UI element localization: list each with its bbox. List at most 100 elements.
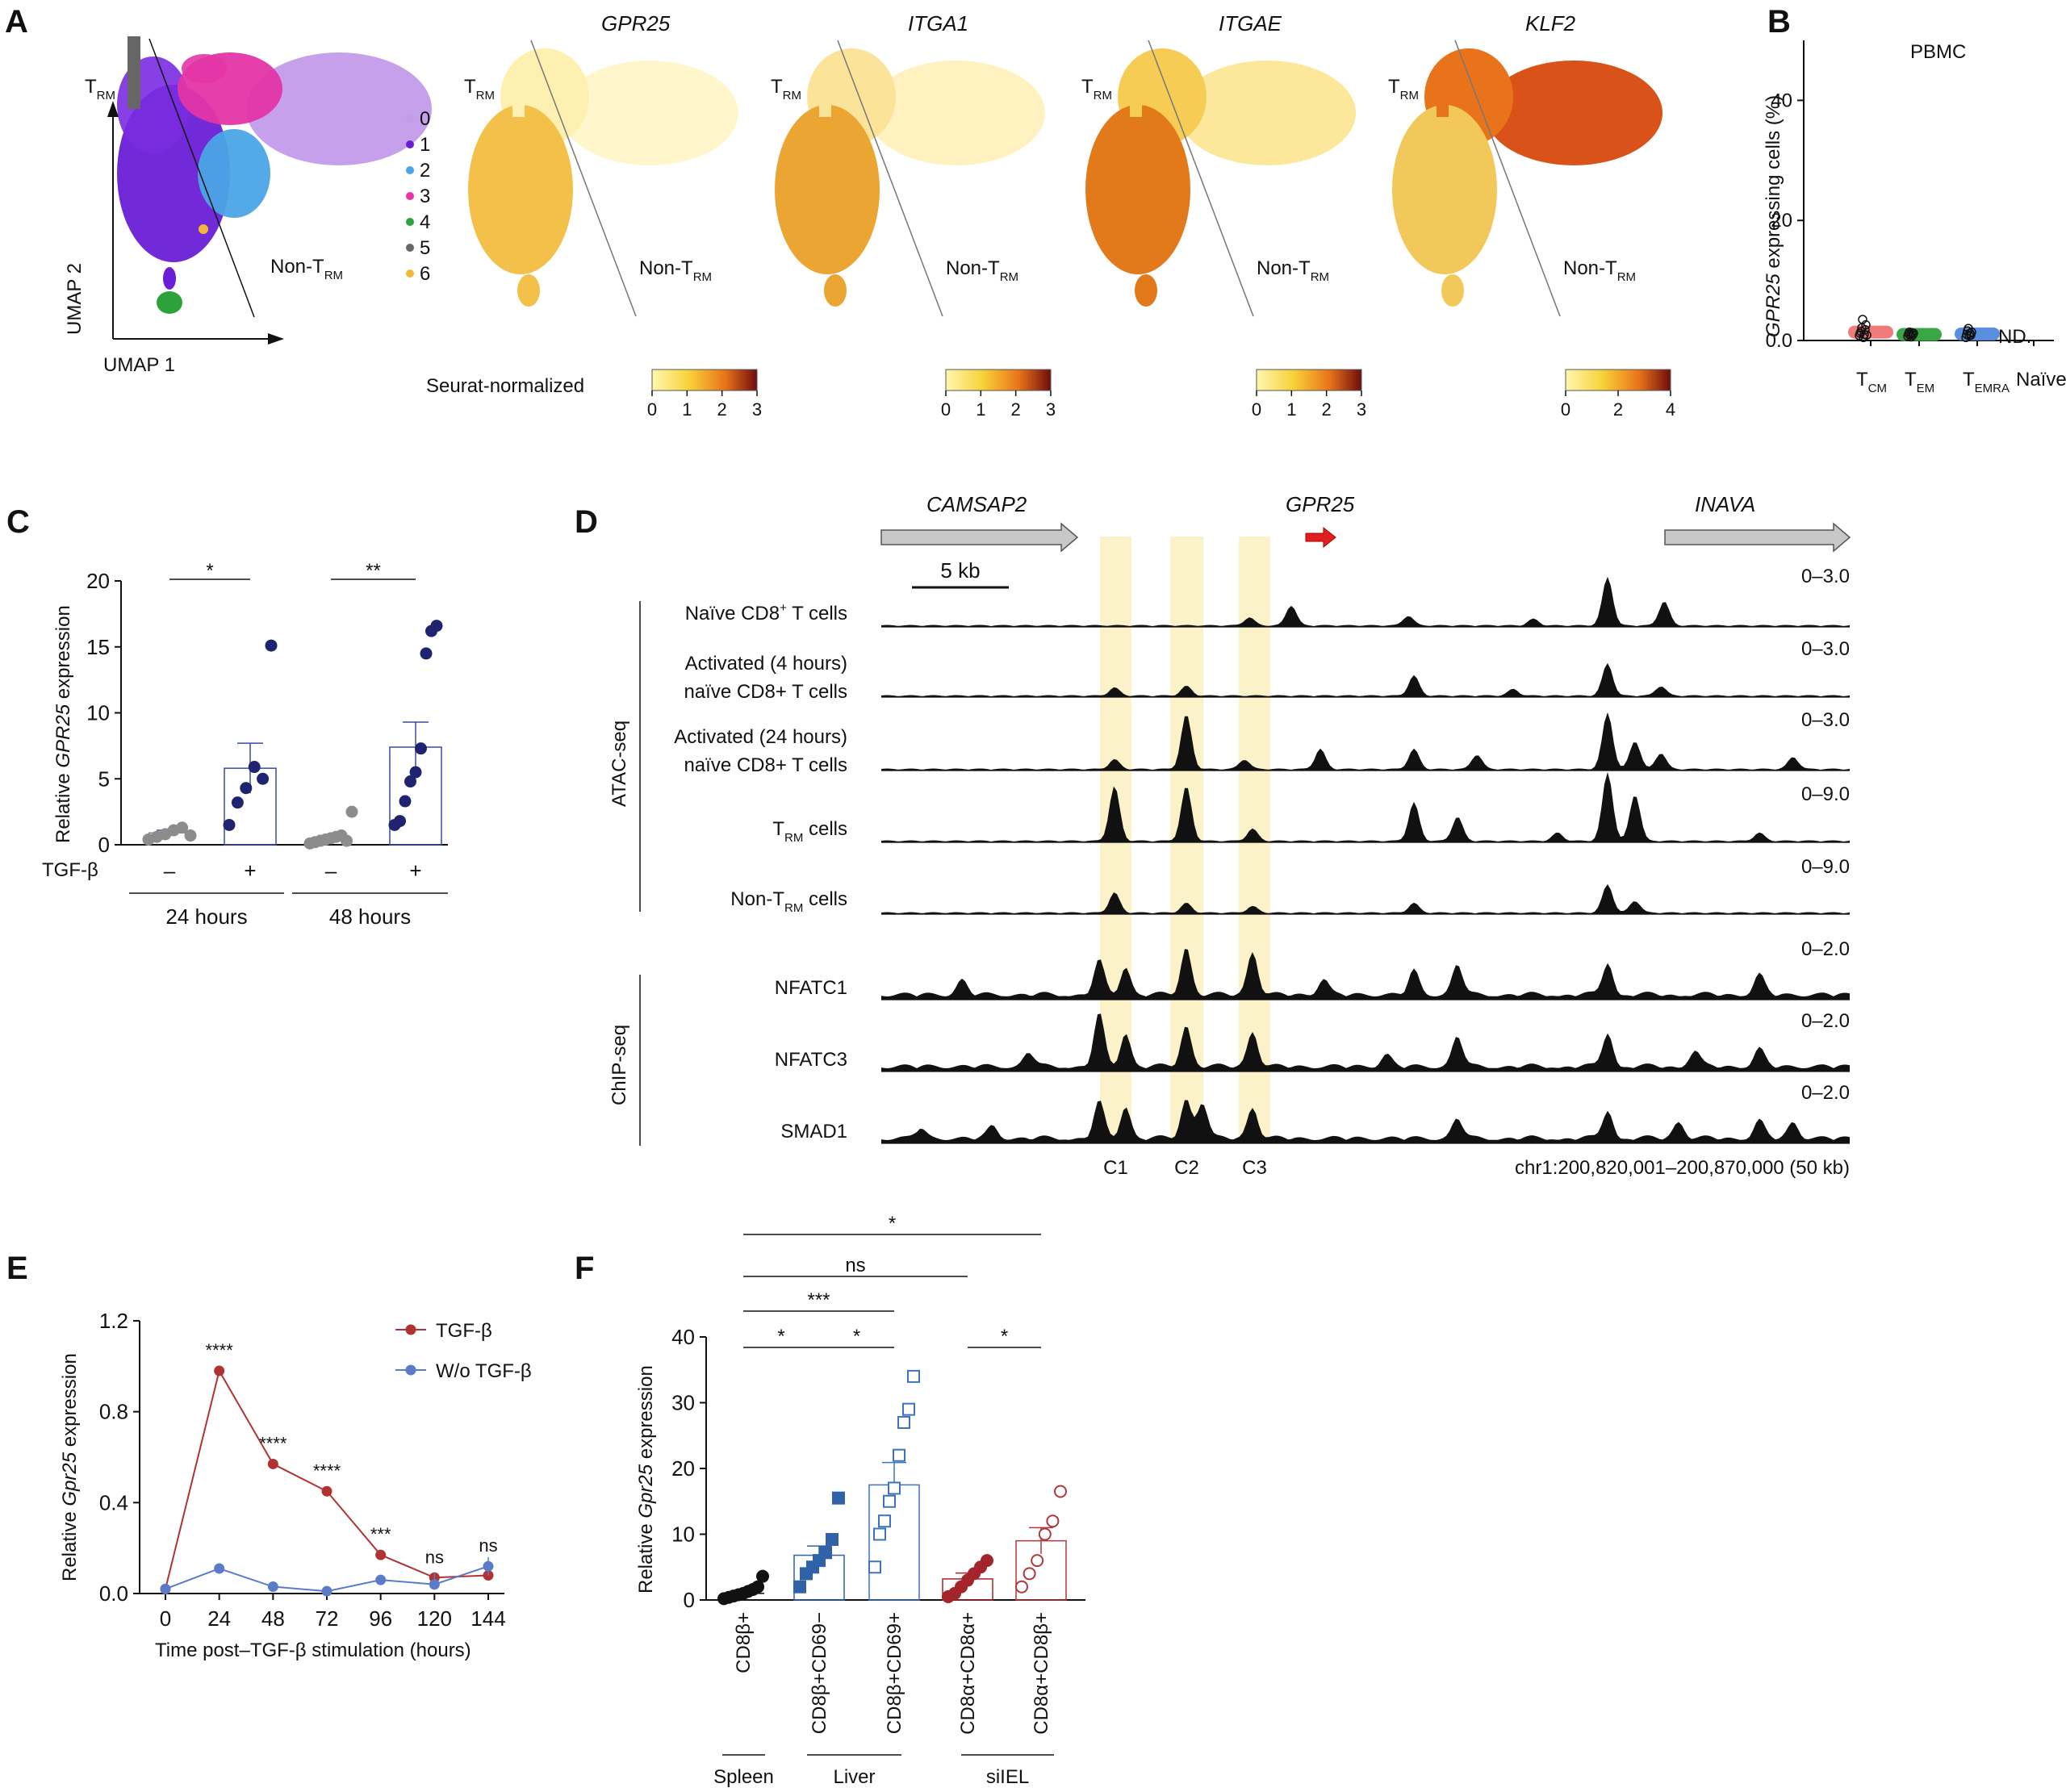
c-y-tick-label: 20: [86, 569, 110, 593]
umap-blob-right: [868, 61, 1045, 165]
e-x-tick-label: 48: [261, 1606, 285, 1631]
f-point: [893, 1448, 905, 1462]
c-point: [394, 815, 406, 828]
track-range: 0–3.0: [1801, 566, 1850, 587]
b-category-label: TCM: [1856, 369, 1887, 395]
colorbar-tick-label: 2: [1613, 399, 1623, 420]
track-label: Naïve CD8+ T cells: [685, 601, 847, 624]
trm-label: TRM: [85, 76, 115, 102]
e-sig-label: ***: [370, 1524, 391, 1544]
f-sig-label: ns: [845, 1255, 865, 1276]
e-point: [214, 1365, 225, 1376]
c-y-tick-label: 5: [98, 767, 110, 791]
e-point: [267, 1458, 278, 1469]
colorbar-tick-label: 0: [941, 399, 951, 420]
umap-blob-trm: [819, 65, 831, 117]
trm-label: TRM: [1081, 76, 1112, 102]
f-point: [907, 1369, 920, 1383]
gene-umaps: GPR25 TRM Non-TRM ITGA1 TRM Non-TRM ITGAE TRM No…: [464, 11, 1662, 317]
b-y-tick-label: 40: [1771, 90, 1792, 111]
trm-divider-line: [148, 38, 255, 318]
e-legend-label: TGF-β: [436, 1320, 492, 1342]
panel-b-ylabel: GPR25 expressing cells (%): [1763, 95, 1784, 337]
colorbar-gradient: [651, 369, 758, 391]
umap-gene-title: ITGAE: [1219, 11, 1282, 36]
legend-label-1: 1: [420, 134, 430, 156]
f-category-label: CD8β+CD69+: [884, 1612, 905, 1734]
umap-klf2: KLF2 TRM Non-TRM: [1388, 11, 1662, 317]
gene-label: GPR25: [1286, 492, 1355, 516]
cluster-5-blob: [128, 36, 140, 109]
panel-c-ylabel: Relative GPR25 expression: [52, 605, 74, 843]
f-tissue-label: siIEL: [986, 1766, 1029, 1788]
panel-label-f: F: [575, 1251, 594, 1286]
f-point: [1046, 1514, 1060, 1528]
e-x-tick-label: 144: [470, 1606, 505, 1631]
c-point: [409, 766, 422, 779]
umap-gene-title: KLF2: [1525, 11, 1576, 36]
chart-b: 0.0 20 40 TCM TEM TEMRA Naïve ND.: [1766, 40, 2066, 395]
tgf-beta-label: TGF-β: [42, 859, 98, 881]
track-4: 0–9.0 TRM cells: [772, 771, 1850, 845]
c-point: [223, 818, 236, 831]
legend-swatch-2: [406, 166, 414, 174]
cluster-2-blob: [198, 129, 270, 218]
e-point: [321, 1585, 332, 1597]
c-sig-label: **: [366, 560, 381, 582]
umap-y-label: UMAP 2: [64, 263, 86, 335]
region-label: C3: [1242, 1157, 1267, 1179]
c-point: [345, 805, 358, 818]
legend-label-6: 6: [420, 263, 430, 285]
legend-label-2: 2: [420, 160, 430, 182]
e-point: [321, 1485, 332, 1497]
f-category-label: CD8β+CD69−: [809, 1612, 830, 1734]
c-point: [341, 834, 353, 847]
e-sig-label: ****: [313, 1460, 341, 1481]
colorbar-tick-label: 1: [1286, 399, 1296, 420]
f-point: [756, 1569, 769, 1583]
trm-divider-line: [1454, 40, 1561, 317]
gene-arrow-camsap2: [880, 522, 1079, 553]
b-point: [1860, 324, 1870, 335]
track-6: 0–2.0 NFATC1: [775, 938, 1850, 1000]
track-label: NFATC1: [775, 977, 847, 999]
f-category-label: CD8α+CD8β+: [1031, 1612, 1052, 1735]
gene-label: INAVA: [1695, 492, 1755, 516]
e-y-tick-label: 0.4: [99, 1490, 128, 1514]
c-y-tick-label: 15: [86, 635, 110, 659]
umap-blob-right: [1485, 61, 1662, 165]
trm-divider-line: [1148, 40, 1254, 317]
f-sig-label: *: [1001, 1326, 1008, 1347]
track-range: 0–2.0: [1801, 938, 1850, 960]
f-point: [751, 1580, 764, 1594]
f-point: [873, 1527, 886, 1541]
trm-label: TRM: [464, 76, 495, 102]
panel-f: F Relative Gpr25 expression 0 10 20 30 40 CD8…: [575, 1213, 1085, 1788]
panel-label-a: A: [5, 4, 28, 40]
c-point: [415, 742, 427, 755]
panel-e: E Relative Gpr25 expression Time post–TG…: [6, 1251, 532, 1661]
track-range: 0–3.0: [1801, 709, 1850, 731]
e-x-tick-label: 0: [160, 1606, 171, 1631]
panel-b-title: PBMC: [1910, 41, 1966, 63]
c-point: [248, 761, 261, 774]
colorbar-tick-label: 2: [717, 399, 727, 420]
colorbar-gradient: [1256, 369, 1362, 391]
c-point: [265, 639, 278, 652]
e-legend-marker: [405, 1364, 416, 1376]
track-signal: [881, 1100, 1850, 1143]
track-label-line2: naïve CD8+ T cells: [684, 754, 847, 776]
c-y-tick-label: 10: [86, 701, 110, 725]
c-treatment-sign: +: [244, 858, 256, 883]
chip-label: ChIP-seq: [609, 1025, 630, 1105]
f-y-tick-label: 10: [671, 1523, 695, 1547]
colorbar-4: 0 2 4: [1561, 369, 1675, 420]
non-trm-label: Non-TRM: [1257, 257, 1329, 284]
f-point: [981, 1554, 993, 1568]
f-point: [1054, 1485, 1067, 1498]
f-point: [826, 1533, 839, 1547]
e-point: [160, 1583, 171, 1594]
non-trm-label: Non-TRM: [639, 257, 712, 284]
colorbar-gradient: [1565, 369, 1671, 391]
